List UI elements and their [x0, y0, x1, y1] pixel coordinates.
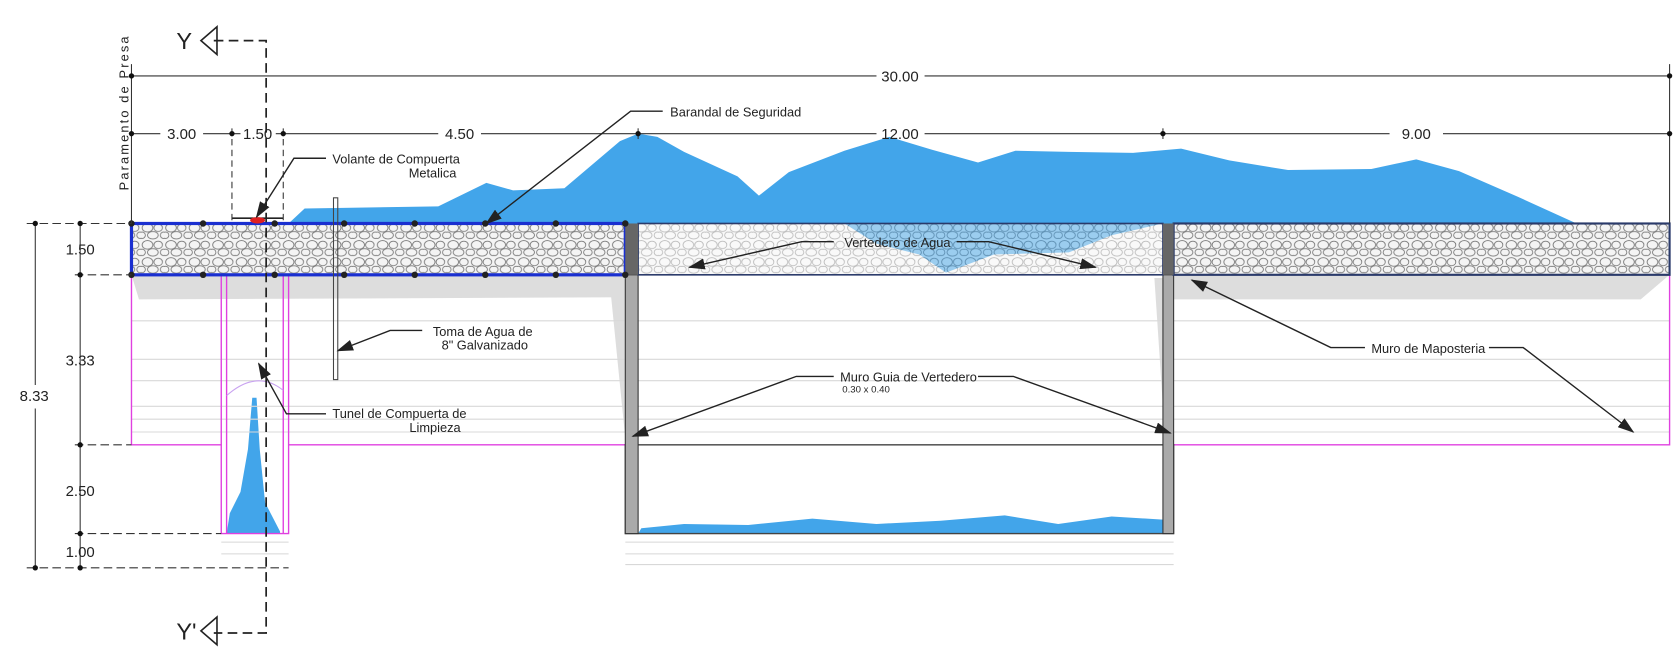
shadow	[131, 274, 626, 300]
intake-pipe	[332, 197, 339, 381]
callout: Muro Guia de Vertedero	[840, 370, 977, 385]
railing-posts	[128, 220, 629, 279]
shadow	[609, 278, 626, 439]
guide-wall	[624, 274, 639, 535]
section-label: Y'	[176, 618, 196, 644]
hatch-lines	[131, 320, 1670, 566]
callout: Muro de Maposteria	[1371, 341, 1486, 356]
dimension: 8.33	[20, 388, 49, 405]
gate-wheel	[250, 217, 266, 224]
callout: 8" Galvanizado	[442, 338, 528, 353]
dimension: 1.50	[243, 126, 272, 143]
section-label: Y	[176, 28, 192, 54]
dimension: 1.00	[66, 544, 95, 561]
dimension: 30.00	[881, 68, 918, 85]
tunnel-outline	[220, 274, 290, 535]
section-arrow	[199, 615, 218, 647]
callout: Vertedero de Agua	[844, 235, 951, 250]
shadow	[1173, 274, 1670, 300]
dimension: 9.00	[1402, 126, 1431, 143]
dimension: 1.50	[66, 241, 95, 258]
post	[1162, 223, 1174, 275]
dimension: 3.00	[167, 126, 196, 143]
callout: Tunel de Compuerta de	[332, 406, 466, 421]
dimension-lines	[26, 64, 1671, 569]
tunnel-arch	[226, 380, 284, 397]
callout: Toma de Agua de	[433, 324, 533, 339]
masonry-wall	[129, 221, 627, 277]
dimension: 4.50	[445, 126, 474, 143]
callout: Limpieza	[409, 420, 461, 435]
section-line	[213, 39, 268, 634]
dimension: 3.33	[66, 353, 95, 370]
callout: Metalica	[409, 166, 458, 181]
callout: 0.30 x 0.40	[842, 384, 890, 395]
dimension: 2.50	[66, 483, 95, 500]
leaders	[255, 110, 1635, 437]
post	[625, 223, 639, 275]
callout: Volante de Compuerta	[332, 152, 460, 167]
water	[288, 133, 1577, 224]
dimension: 12.00	[881, 126, 918, 143]
water	[638, 515, 1163, 534]
section-arrow	[199, 24, 218, 57]
callout: Barandal de Seguridad	[670, 105, 801, 120]
guide-wall	[1162, 274, 1175, 535]
side-label: Paramento de Presa	[116, 34, 131, 190]
masonry-wall	[1172, 222, 1671, 276]
dimension-ticks	[32, 73, 1673, 571]
water	[226, 397, 281, 534]
